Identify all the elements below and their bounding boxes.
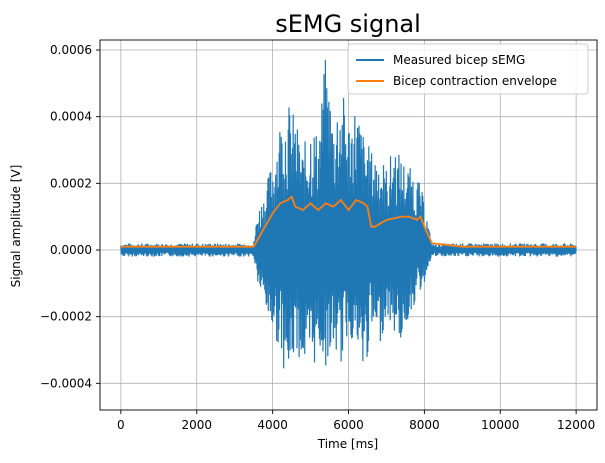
series-0 [120, 59, 577, 369]
y-tick-label-1: −0.0002 [40, 310, 92, 324]
plot-area: 0 2000 4000 6000 8000 10000 12000 −0.0004 −0.000… [40, 39, 598, 432]
x-axis-label: Time [ms] [317, 437, 379, 451]
y-tick-label-3: 0.0002 [50, 176, 92, 190]
legend-box [347, 43, 589, 95]
x-tick-label-2: 4000 [257, 418, 288, 432]
legend-label-0: Measured bicep sEMG [393, 53, 525, 67]
series-line-envelope [120, 195, 577, 248]
y-tick-label-0: −0.0004 [40, 376, 92, 390]
y-tick-label-2: 0.0000 [50, 243, 92, 257]
legend: Measured bicep sEMG Bicep contraction env… [347, 43, 589, 95]
x-tick-label-6: 12000 [557, 418, 595, 432]
chart-title: sEMG signal [275, 10, 421, 38]
x-tick-label-4: 8000 [409, 418, 440, 432]
x-tick-label-1: 2000 [181, 418, 212, 432]
y-tick-label-5: 0.0006 [50, 43, 92, 57]
y-tick-label-4: 0.0004 [50, 110, 92, 124]
series-trace-measured [120, 59, 577, 369]
y-axis-label: Signal amplitude [V] [9, 165, 23, 288]
series-1 [120, 195, 577, 248]
x-tick-label-0: 0 [117, 418, 125, 432]
legend-label-1: Bicep contraction envelope [393, 74, 557, 88]
x-tick-label-5: 10000 [481, 418, 519, 432]
x-tick-label-3: 6000 [333, 418, 364, 432]
